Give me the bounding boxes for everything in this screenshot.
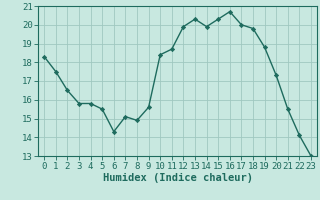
- X-axis label: Humidex (Indice chaleur): Humidex (Indice chaleur): [103, 173, 252, 183]
